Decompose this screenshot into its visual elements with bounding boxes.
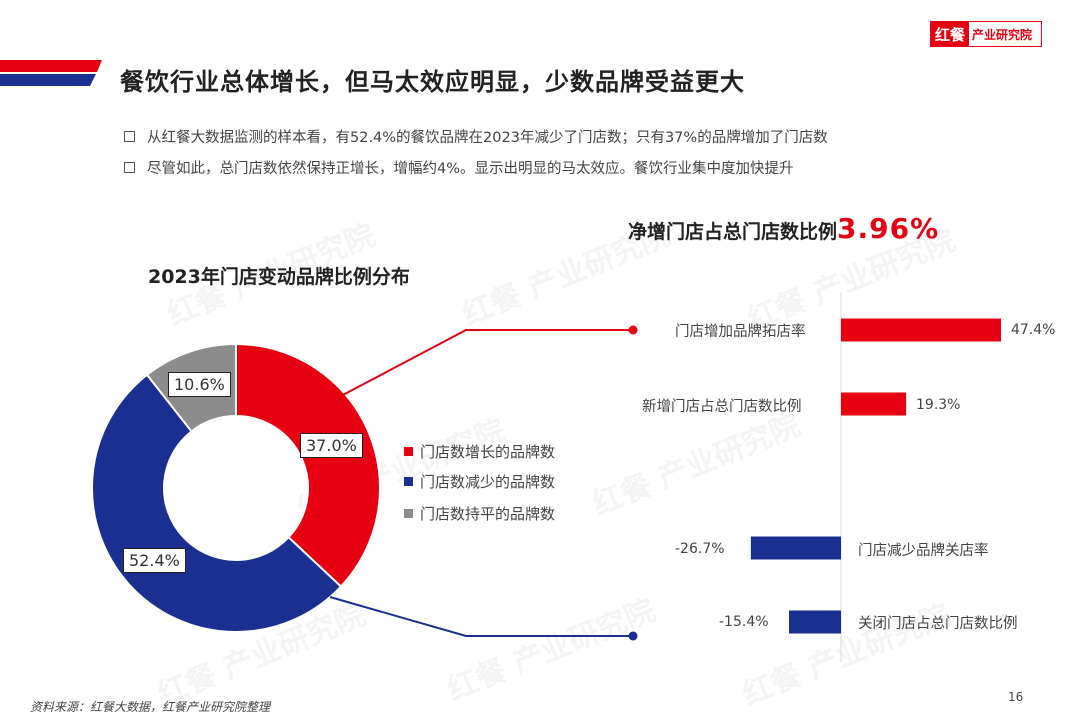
logo-text: 产业研究院 — [972, 27, 1033, 42]
connector-line-red — [304, 329, 632, 416]
legend-item-decline: 门店数减少的品牌数 — [404, 471, 555, 492]
bullet-text: 尽管如此，总门店数依然保持正增长，增幅约4%。显示出明显的马太效应。餐饮行业集中… — [147, 161, 794, 177]
brand-logo: 红餐 产业研究院 — [930, 21, 1042, 47]
checkbox-icon — [124, 162, 135, 173]
bullet-item: 从红餐大数据监测的样本看，有52.4%的餐饮品牌在2023年减少了门店数；只有3… — [124, 126, 828, 147]
header-stripes — [0, 60, 102, 86]
legend-item-growth: 门店数增长的品牌数 — [404, 441, 555, 462]
legend-swatch — [404, 477, 413, 486]
legend-item-flat: 门店数持平的品牌数 — [404, 503, 555, 524]
checkbox-icon — [124, 131, 135, 142]
bar — [750, 536, 841, 560]
legend-swatch — [404, 509, 413, 518]
slice-label-flat: 10.6% — [168, 372, 231, 397]
slice-label-growth: 37.0% — [300, 433, 363, 458]
bar-value-label: 19.3% — [916, 397, 961, 413]
bar-value-label: 47.4% — [1011, 322, 1056, 338]
donut-slice-growth — [235, 342, 381, 588]
page-title: 餐饮行业总体增长，但马太效应明显，少数品牌受益更大 — [120, 68, 745, 96]
bar-label: 新增门店占总门店数比例 — [642, 399, 802, 415]
net-ratio-title: 净增门店占总门店数比例 3.96% — [628, 212, 939, 245]
net-ratio-label: 净增门店占总门店数比例 — [628, 221, 838, 243]
net-ratio-value: 3.96% — [837, 212, 940, 245]
source-note: 资料来源：红餐大数据，红餐产业研究院整理 — [30, 700, 271, 714]
connector-dot-red — [628, 325, 638, 335]
donut-chart-title: 2023年门店变动品牌比例分布 — [148, 266, 410, 288]
bullet-item: 尽管如此，总门店数依然保持正增长，增幅约4%。显示出明显的马太效应。餐饮行业集中… — [124, 157, 794, 178]
bar — [841, 318, 1001, 342]
connector-dot-blue — [628, 631, 638, 641]
bar-label: 关闭门店占总门店数比例 — [858, 616, 1018, 632]
page-number: 16 — [1008, 690, 1024, 704]
bar — [789, 610, 841, 634]
bar-label: 门店增加品牌拓店率 — [675, 324, 806, 340]
bar-value-label: -15.4% — [719, 614, 769, 630]
slice-label-decline: 52.4% — [123, 548, 186, 573]
bar-label: 门店减少品牌关店率 — [858, 543, 989, 559]
bar — [841, 392, 907, 416]
connector-line-blue — [329, 596, 632, 637]
legend-swatch — [404, 447, 413, 456]
logo-mark: 红餐 — [931, 22, 970, 46]
bar-value-label: -26.7% — [675, 541, 725, 557]
bullet-text: 从红餐大数据监测的样本看，有52.4%的餐饮品牌在2023年减少了门店数；只有3… — [147, 130, 828, 146]
